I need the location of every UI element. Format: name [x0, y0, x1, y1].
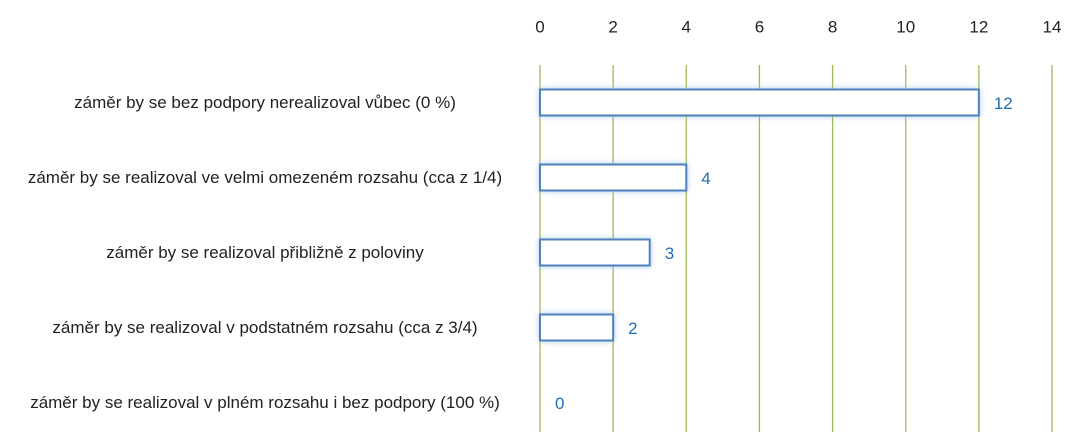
- data-label: 12: [994, 94, 1013, 113]
- category-label: záměr by se bez podpory nerealizoval vůb…: [74, 92, 456, 112]
- x-tick-label: 0: [535, 17, 544, 36]
- bar: [539, 238, 651, 267]
- category-label: záměr by se realizoval v podstatném rozs…: [52, 317, 478, 337]
- bar: [539, 313, 615, 342]
- x-tick-label: 12: [969, 17, 988, 36]
- category-label: záměr by se realizoval ve velmi omezeném…: [27, 167, 503, 187]
- category-label: záměr by se realizoval přibližně z polov…: [106, 242, 424, 262]
- x-tick-label: 6: [755, 17, 764, 36]
- x-tick-label: 2: [608, 17, 617, 36]
- x-tick-label: 10: [896, 17, 915, 36]
- x-tick-label: 8: [828, 17, 837, 36]
- bar: [539, 88, 980, 117]
- data-label: 2: [628, 319, 637, 338]
- x-tick-label: 4: [682, 17, 691, 36]
- category-label: záměr by se realizoval v plném rozsahu i…: [30, 392, 500, 412]
- data-label: 4: [701, 169, 710, 188]
- bar: [539, 163, 688, 192]
- data-label: 3: [665, 244, 674, 263]
- data-label: 0: [555, 394, 564, 413]
- x-tick-label: 14: [1043, 17, 1062, 36]
